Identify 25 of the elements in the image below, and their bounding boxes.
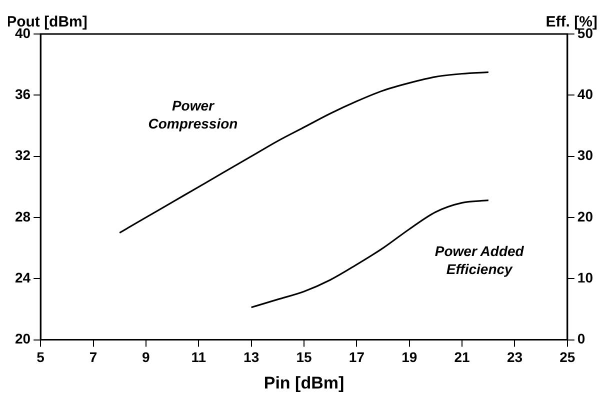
line-series [118,71,490,234]
y-tick-label: 28 [14,208,31,224]
text: Power Compression [148,97,238,132]
x-tick-label: 15 [296,349,312,366]
x-tick-label: 25 [560,349,576,366]
y2-tick-label: 20 [577,208,594,224]
series-label: Power Added Efficiency [434,242,524,277]
y2-tick-label: 0 [577,330,586,347]
y-tick-label: 24 [14,270,31,286]
x-tick-label: 19 [402,349,418,366]
x-tick-label: 21 [454,349,470,366]
y2-tick-label: 10 [577,270,594,286]
y-tick-label: 36 [14,86,31,102]
x-tick-label: 7 [89,349,98,366]
y-tick-label: 32 [14,147,31,164]
y2-tick-label: 30 [577,147,594,164]
y2-tick-label: 40 [577,86,594,102]
x-tick-label: 11 [191,349,206,366]
y-tick-label: 20 [14,330,31,347]
x-tick-label: 13 [244,349,260,366]
x-tick-label: 23 [506,349,523,366]
x-tick-label: 17 [348,349,365,366]
x-tick-label: 9 [142,349,150,366]
x-axis-title: Pin [dBm] [264,373,344,392]
x-tick-label: 5 [36,349,45,366]
